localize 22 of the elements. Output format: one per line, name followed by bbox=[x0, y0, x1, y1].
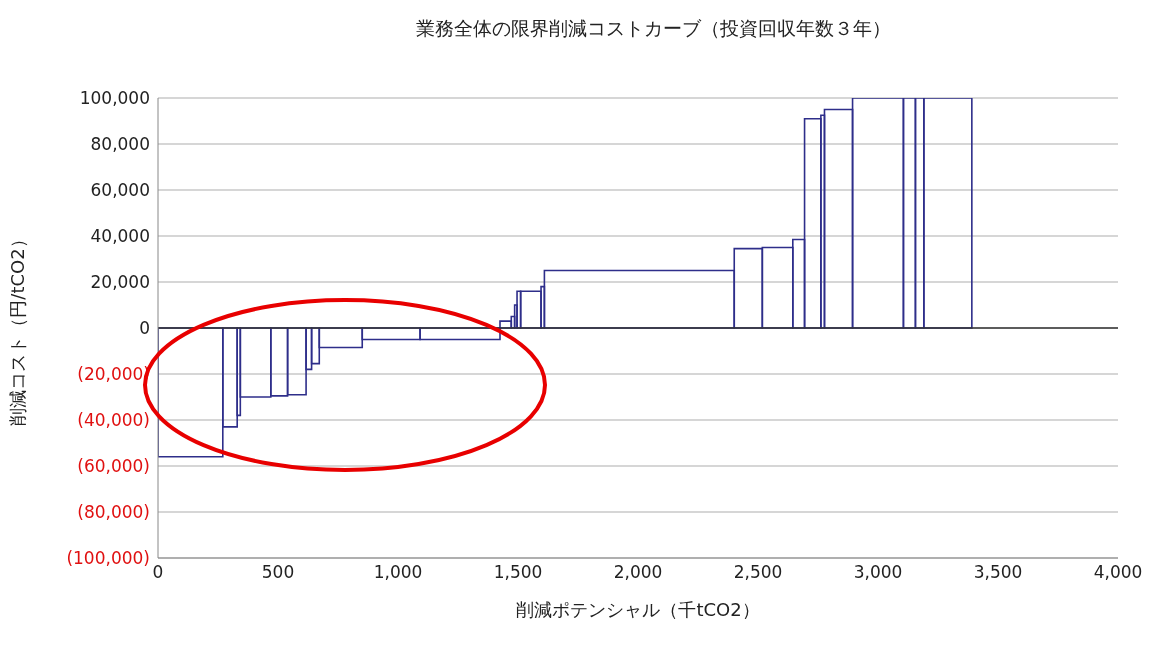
y-tick-label: (100,000) bbox=[66, 548, 150, 568]
y-axis-title: 削減コスト（円/tCO2） bbox=[7, 230, 29, 426]
chart-title: 業務全体の限界削減コストカーブ（投資回収年数３年） bbox=[414, 16, 892, 41]
y-tick-label: 0 bbox=[139, 318, 150, 338]
y-tick-label: 20,000 bbox=[90, 272, 150, 292]
y-tick-label: (80,000) bbox=[77, 502, 150, 522]
x-axis-title: 削減ポテンシャル（千tCO2） bbox=[516, 599, 760, 620]
y-tick-label: 100,000 bbox=[79, 88, 150, 108]
x-tick-label: 1,000 bbox=[373, 562, 423, 583]
x-tick-label: 0 bbox=[152, 562, 164, 583]
x-tick-label: 4,000 bbox=[1093, 562, 1143, 583]
y-tick-label: (60,000) bbox=[77, 456, 150, 476]
x-tick-label: 500 bbox=[261, 562, 295, 583]
y-tick-label: (40,000) bbox=[77, 410, 150, 430]
x-tick-label: 3,500 bbox=[973, 562, 1023, 583]
y-tick-label: 80,000 bbox=[90, 134, 150, 154]
x-tick-label: 3,000 bbox=[853, 562, 903, 583]
y-tick-label: 60,000 bbox=[90, 180, 150, 200]
y-tick-label: 40,000 bbox=[90, 226, 150, 246]
x-tick-label: 2,000 bbox=[613, 562, 663, 583]
x-tick-label: 2,500 bbox=[733, 562, 783, 583]
x-tick-label: 1,500 bbox=[493, 562, 543, 583]
